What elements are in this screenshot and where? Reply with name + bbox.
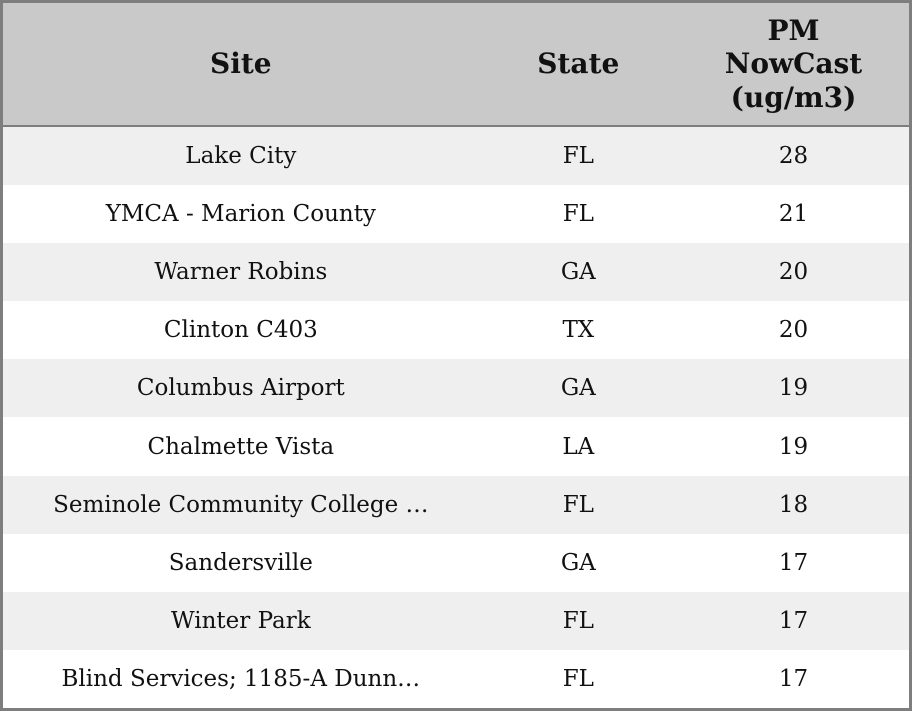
site-cell: Columbus Airport bbox=[136, 375, 345, 402]
site-cell: Seminole Community College … bbox=[53, 491, 429, 518]
column-header-state: State bbox=[478, 3, 678, 127]
column-header-site: Site bbox=[3, 3, 479, 127]
table-header-row: Site State PM NowCast (ug/m3) bbox=[3, 3, 909, 127]
pm-value-cell: 20 bbox=[778, 317, 809, 344]
table-row: Clinton C403 TX 20 bbox=[3, 301, 909, 360]
state-cell: TX bbox=[562, 317, 595, 344]
site-cell: Blind Services; 1185-A Dunn… bbox=[61, 665, 421, 692]
state-cell: LA bbox=[562, 433, 595, 460]
state-cell: GA bbox=[560, 375, 596, 402]
site-cell: Winter Park bbox=[171, 607, 311, 634]
table-row: Sandersville GA 17 bbox=[3, 533, 909, 592]
table-row: Chalmette Vista LA 19 bbox=[3, 417, 909, 476]
column-header-pm-nowcast: PM NowCast (ug/m3) bbox=[677, 3, 909, 127]
pm-value-cell: 20 bbox=[778, 259, 809, 286]
site-cell: YMCA - Marion County bbox=[105, 201, 376, 228]
table-row: Warner Robins GA 20 bbox=[3, 243, 909, 302]
site-cell: Sandersville bbox=[168, 549, 313, 576]
pm-value-cell: 17 bbox=[778, 665, 809, 692]
table-row: Lake City FL 28 bbox=[3, 126, 909, 186]
site-cell: Clinton C403 bbox=[163, 317, 318, 344]
table-row: Columbus Airport GA 19 bbox=[3, 359, 909, 418]
state-cell: GA bbox=[560, 259, 596, 286]
state-cell: FL bbox=[562, 665, 594, 692]
site-cell: Lake City bbox=[185, 143, 297, 170]
pm-value-cell: 28 bbox=[778, 143, 809, 170]
state-cell: FL bbox=[562, 143, 594, 170]
table-row: Winter Park FL 17 bbox=[3, 591, 909, 650]
pm-nowcast-table: Site State PM NowCast (ug/m3) Lake City F… bbox=[3, 3, 909, 708]
pm-value-cell: 18 bbox=[778, 491, 809, 518]
table-body: Lake City FL 28 YMCA - Marion County FL 21 War… bbox=[3, 126, 909, 708]
pm-value-cell: 17 bbox=[778, 549, 809, 576]
pm-value-cell: 21 bbox=[778, 201, 809, 228]
pm-value-cell: 17 bbox=[778, 607, 809, 634]
state-cell: FL bbox=[562, 607, 594, 634]
table-row: YMCA - Marion County FL 21 bbox=[3, 185, 909, 244]
state-cell: FL bbox=[562, 491, 594, 518]
table-row: Seminole Community College … FL 18 bbox=[3, 475, 909, 534]
pm-value-cell: 19 bbox=[778, 375, 809, 402]
pm-value-cell: 19 bbox=[778, 433, 809, 460]
site-cell: Chalmette Vista bbox=[147, 433, 335, 460]
state-cell: FL bbox=[562, 201, 594, 228]
state-cell: GA bbox=[560, 549, 596, 576]
table-row: Blind Services; 1185-A Dunn… FL 17 bbox=[3, 649, 909, 708]
site-cell: Warner Robins bbox=[154, 259, 328, 286]
